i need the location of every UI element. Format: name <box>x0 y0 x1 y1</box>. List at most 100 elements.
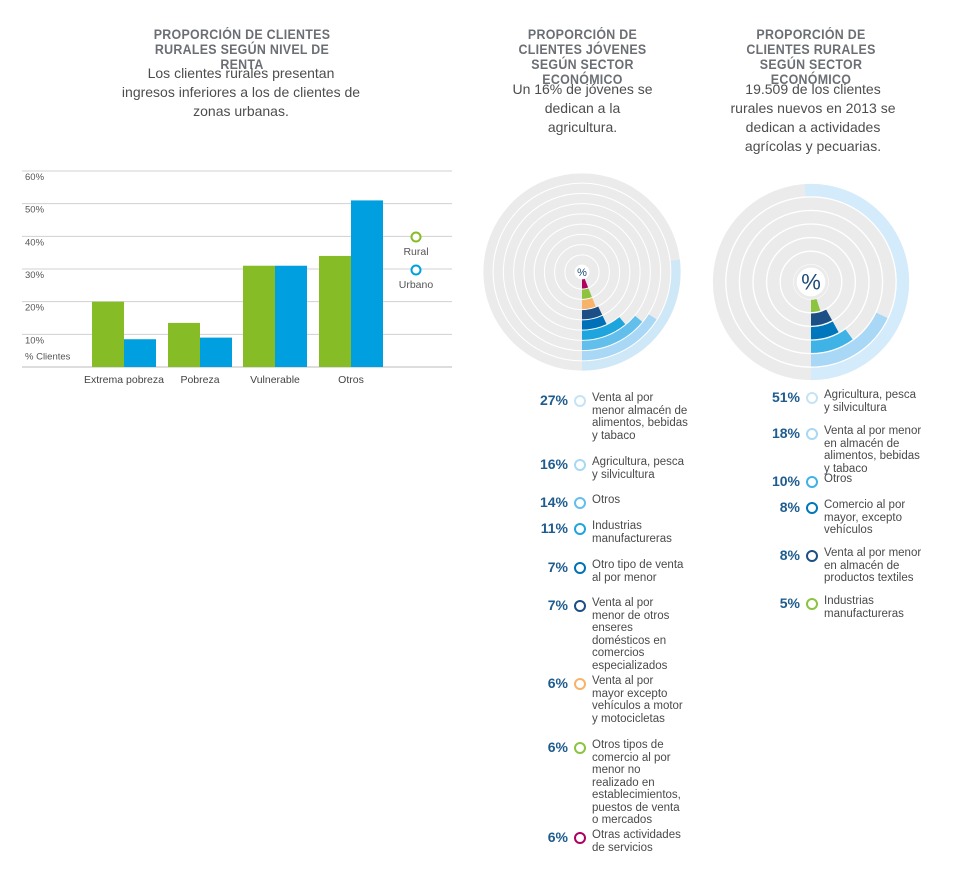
legend-ring-icon <box>574 600 586 612</box>
ring-arc-5 <box>810 298 821 313</box>
rural-chart-subtitle: 19.509 de los clientes rurales nuevos en… <box>730 81 896 154</box>
bar-rural-1 <box>168 322 200 367</box>
y-tick-label: 30% <box>25 270 45 281</box>
ring-arc-3 <box>581 317 626 340</box>
x-tick-label: Pobreza <box>180 374 219 386</box>
bar-urbano-0 <box>124 339 156 367</box>
legend-ring-icon <box>574 459 586 471</box>
x-tick-label: Vulnerable <box>250 374 300 386</box>
ring-arc-4 <box>581 315 607 330</box>
legend-label: Otro tipo de venta al por menor <box>592 559 684 584</box>
legend-percent: 10% <box>771 473 800 489</box>
legend-marker-urbano <box>410 264 422 276</box>
ring-arc-0 <box>581 259 681 371</box>
legend-marker-rural <box>410 231 422 243</box>
legend-ring-icon <box>574 395 586 407</box>
legend-item: 27% Venta al por menor almacén de aliment… <box>528 392 688 442</box>
legend-ring-icon <box>806 598 818 610</box>
center-percent-symbol: % <box>801 270 821 295</box>
legend-ring-icon <box>574 678 586 690</box>
legend-item: 6% Otras actividades de servicios <box>528 829 688 854</box>
x-tick-label: Extrema pobreza <box>84 374 164 386</box>
legend-ring-icon <box>806 502 818 514</box>
ring-center-border <box>793 264 829 300</box>
legend-label: Agricultura, pesca y silvicultura <box>592 456 685 481</box>
ring-arc-1 <box>581 314 657 361</box>
legend-item: 10% Otros <box>760 473 924 489</box>
ring-center <box>576 266 588 278</box>
legend-ring-icon <box>574 832 586 844</box>
legend-item: 18% Venta al por menor en almacén de alim… <box>760 425 924 475</box>
legend-item: 6% Venta al por mayor excepto vehículos a… <box>528 675 688 725</box>
legend-item: 16% Agricultura, pesca y silvicultura <box>528 456 688 481</box>
legend-percent: 14% <box>539 494 568 510</box>
legend-item: 51% Agricultura, pesca y silvicultura <box>760 389 924 414</box>
ring-arc-8 <box>581 278 589 289</box>
legend-percent: 51% <box>771 389 800 405</box>
youth-chart-subtitle: Un 16% de jóvenes se dedican a la agricu… <box>512 81 653 135</box>
legend-item: 8% Venta al por menor en almacén de produ… <box>760 547 924 585</box>
y-tick-label: 10% <box>25 335 45 346</box>
legend-percent: 16% <box>539 456 568 472</box>
ring-arc-2 <box>810 329 853 353</box>
legend-label: Venta al por menor en almacén de aliment… <box>824 425 922 475</box>
legend-label-urbano: Urbano <box>399 279 434 291</box>
bar-urbano-2 <box>275 265 307 367</box>
ring-arc-5 <box>581 306 603 320</box>
legend-ring-icon <box>574 497 586 509</box>
youth-chart-title: PROPORCIÓN DE CLIENTES JÓVENES SEGÚN SEC… <box>518 27 647 87</box>
ring-arc-2 <box>581 315 643 351</box>
legend-label: Venta al por menor en almacén de product… <box>824 547 922 584</box>
ring-arc-6 <box>581 297 596 310</box>
x-tick-label: Otros <box>338 374 364 386</box>
y-tick-label: 50% <box>25 205 45 216</box>
legend-label: Industrias manufactureras <box>824 595 904 620</box>
legend-item: 7% Otro tipo de venta al por menor <box>528 559 688 584</box>
legend-ring-icon <box>806 550 818 562</box>
rural-chart-title: PROPORCIÓN DE CLIENTES RURALES SEGÚN SEC… <box>746 27 876 87</box>
legend-label: Venta al por menor almacén de alimentos,… <box>592 392 688 442</box>
legend-ring-icon <box>574 523 586 535</box>
legend-percent: 8% <box>779 547 800 563</box>
legend-item: 11% Industrias manufactureras <box>528 520 688 545</box>
bar-chart-subtitle: Los clientes rurales presentan ingresos … <box>121 65 361 119</box>
center-percent-symbol: % <box>577 267 587 279</box>
ring-arc-1 <box>810 312 888 367</box>
bar-rural-0 <box>92 301 124 367</box>
ring-arc-7 <box>581 288 592 299</box>
legend-item: 7% Venta al por menor de otros enseres do… <box>528 597 688 672</box>
legend-percent: 6% <box>547 739 568 755</box>
legend-label: Otros <box>824 473 853 485</box>
ring-arc-4 <box>810 309 833 326</box>
y-tick-label: 40% <box>25 237 45 248</box>
legend-ring-icon <box>806 392 818 404</box>
ring-arc-0 <box>804 183 910 381</box>
legend-percent: 6% <box>547 829 568 845</box>
y-tick-label: 60% <box>25 172 45 183</box>
legend-item: 6% Otros tipos de comercio al por menor n… <box>528 739 688 827</box>
legend-ring-icon <box>574 562 586 574</box>
legend-percent: 27% <box>539 392 568 408</box>
legend-label: Otros tipos de comercio al por menor no … <box>592 739 681 826</box>
legend-percent: 7% <box>547 597 568 613</box>
legend-percent: 6% <box>547 675 568 691</box>
bar-urbano-3 <box>351 200 383 367</box>
legend-item: 5% Industrias manufactureras <box>760 595 924 620</box>
y-tick-label: 20% <box>25 303 45 314</box>
ring-center <box>795 266 827 298</box>
legend-item: 14% Otros <box>528 494 688 510</box>
legend-label: Industrias manufactureras <box>592 520 672 545</box>
bar-urbano-1 <box>200 337 232 367</box>
legend-label: Agricultura, pesca y silvicultura <box>824 389 917 414</box>
legend-percent: 8% <box>779 499 800 515</box>
y-axis-label: % Clientes <box>25 351 71 362</box>
legend-ring-icon <box>806 428 818 440</box>
bar-rural-2 <box>243 265 275 367</box>
legend-ring-icon <box>806 476 818 488</box>
legend-label: Otros <box>592 494 621 506</box>
bar-rural-3 <box>319 255 351 367</box>
legend-label: Comercio al por mayor, excepto vehículos <box>824 499 906 536</box>
legend-label-rural: Rural <box>403 246 428 258</box>
